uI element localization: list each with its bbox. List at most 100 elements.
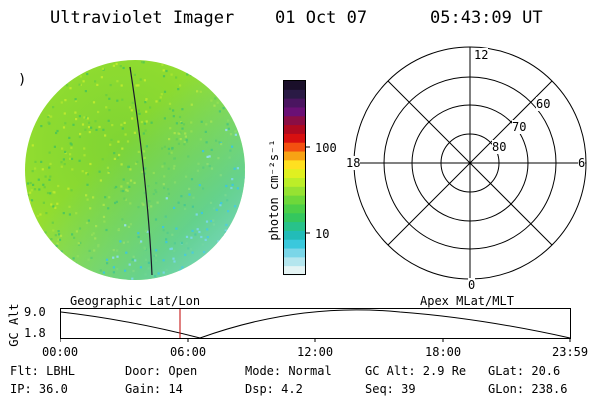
colorbar-stripe xyxy=(284,248,305,258)
colorbar-tick-100: 100 xyxy=(315,141,337,155)
speckle xyxy=(186,65,189,68)
info-ip: IP: 36.0 xyxy=(10,382,68,396)
timeline-xtick-1: 06:00 xyxy=(170,345,207,359)
speckle xyxy=(221,257,224,260)
speckle xyxy=(37,65,40,68)
speckle xyxy=(39,91,43,94)
speckle xyxy=(25,260,28,263)
speckle xyxy=(28,69,31,72)
speckle xyxy=(45,251,48,254)
colorbar-stripe xyxy=(284,89,305,100)
info-door: Door: Open xyxy=(125,364,198,378)
speckle xyxy=(30,109,33,112)
speckle xyxy=(39,77,42,80)
speckle xyxy=(220,89,223,92)
polar-ring-label-60: 60 xyxy=(536,97,551,111)
speckle xyxy=(71,273,74,276)
speckle xyxy=(33,231,36,234)
speckle xyxy=(25,219,28,223)
colorbar-stripe xyxy=(284,195,305,205)
polar-ring-label-80: 80 xyxy=(492,140,507,154)
speckle xyxy=(238,217,241,221)
speckle xyxy=(232,107,235,110)
speckle xyxy=(244,231,245,234)
speckle xyxy=(35,95,38,98)
info-dsp: Dsp: 4.2 xyxy=(245,382,303,396)
speckle xyxy=(41,263,45,266)
timeline-ytick-top: 9.0 xyxy=(24,305,46,319)
speckle xyxy=(228,239,231,242)
speckle xyxy=(188,67,191,71)
speckle xyxy=(42,101,45,105)
speckle xyxy=(188,65,191,68)
speckle xyxy=(48,91,51,94)
speckle xyxy=(222,85,225,88)
speckle xyxy=(51,93,54,96)
speckle xyxy=(237,263,240,266)
speckle xyxy=(221,248,224,252)
speckle xyxy=(200,261,203,264)
colorbar-stripe xyxy=(284,186,305,197)
speckle xyxy=(41,249,44,252)
speckle xyxy=(32,251,35,254)
speckle xyxy=(214,63,217,67)
speckle xyxy=(36,104,39,108)
speckle xyxy=(27,127,30,130)
speckle xyxy=(236,249,239,253)
speckle xyxy=(226,237,229,240)
colorbar xyxy=(283,80,310,276)
speckle xyxy=(32,261,35,264)
colorbar-stripe xyxy=(284,230,305,241)
speckle xyxy=(64,78,67,82)
colorbar-stripe xyxy=(284,266,305,276)
speckle xyxy=(89,273,92,276)
speckle xyxy=(223,85,226,89)
speckle xyxy=(50,249,53,253)
speckle xyxy=(66,69,69,72)
speckle xyxy=(34,233,37,236)
speckle xyxy=(26,198,29,201)
polar-ring-label-70: 70 xyxy=(512,120,527,134)
speckle xyxy=(39,263,42,266)
speckle xyxy=(51,63,54,66)
speckle xyxy=(241,77,244,80)
altitude-curve xyxy=(60,309,571,339)
speckle xyxy=(27,130,30,133)
colorbar-stripe xyxy=(284,142,305,153)
speckle xyxy=(59,61,62,64)
speckle xyxy=(224,278,227,280)
uv-disc-edge-shade xyxy=(25,60,245,280)
speckle xyxy=(230,264,233,267)
speckle xyxy=(85,272,88,275)
colorbar-stripe xyxy=(284,178,305,188)
timeline-ytick-bottom: 1.8 xyxy=(24,326,46,340)
polar-label-top: 12 xyxy=(474,48,489,62)
speckle xyxy=(229,227,232,230)
colorbar-unit-label: photon cm⁻²s⁻¹ xyxy=(267,139,281,241)
speckle xyxy=(211,260,214,263)
speckle xyxy=(207,255,210,258)
marker-glyph: ) xyxy=(18,72,27,88)
speckle xyxy=(35,244,38,247)
speckle xyxy=(41,105,44,108)
colorbar-tick-10: 10 xyxy=(315,227,330,241)
speckle xyxy=(242,257,245,260)
speckle xyxy=(233,86,236,89)
speckle xyxy=(25,73,28,76)
speckle xyxy=(210,84,213,87)
speckle xyxy=(237,236,240,239)
speckle xyxy=(220,78,223,81)
polar-label-bottom: 0 xyxy=(468,278,476,292)
speckle xyxy=(240,200,243,203)
speckle xyxy=(225,236,228,239)
speckle xyxy=(207,271,210,274)
speckle xyxy=(232,67,236,70)
speckle xyxy=(68,278,71,280)
speckle xyxy=(234,259,237,262)
colorbar-stripe xyxy=(284,107,305,117)
speckle xyxy=(210,252,213,255)
info-mode: Mode: Normal xyxy=(245,364,332,378)
speckle xyxy=(34,258,38,261)
colorbar-stripe xyxy=(284,151,305,161)
speckle xyxy=(67,279,70,280)
